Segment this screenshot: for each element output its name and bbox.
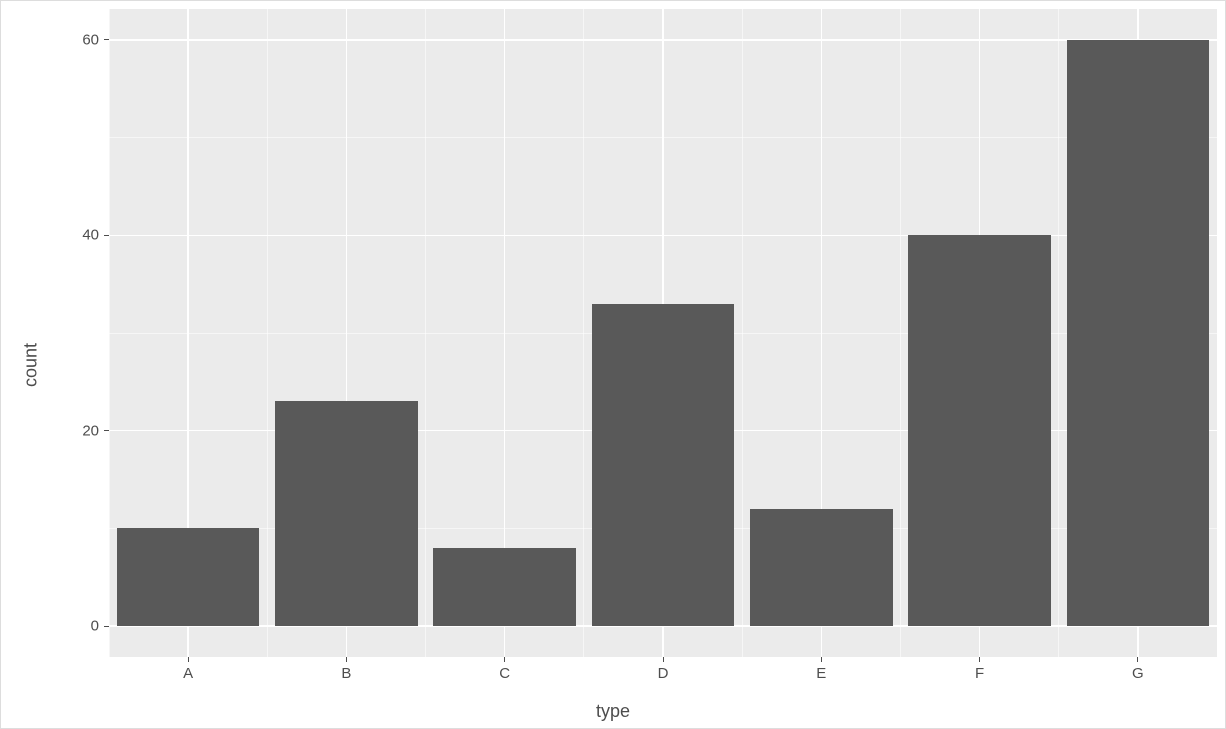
bar bbox=[433, 548, 575, 626]
bar-chart: count 0204060ABCDEFG type bbox=[0, 0, 1226, 729]
y-tick-label: 60 bbox=[82, 31, 109, 48]
x-tick-label: F bbox=[975, 657, 984, 682]
bar bbox=[750, 509, 892, 626]
y-gridline-major bbox=[109, 39, 1217, 41]
x-tick-label: C bbox=[499, 657, 510, 682]
plot-panel: 0204060ABCDEFG bbox=[109, 9, 1217, 657]
x-tick-label: A bbox=[183, 657, 193, 682]
y-gridline-minor bbox=[109, 137, 1217, 138]
x-tick-label: G bbox=[1132, 657, 1144, 682]
x-tick-label: E bbox=[816, 657, 826, 682]
bar bbox=[592, 304, 734, 627]
y-axis-label: count bbox=[21, 342, 42, 386]
y-gridline-major bbox=[109, 235, 1217, 237]
y-tick-label: 40 bbox=[82, 227, 109, 244]
y-tick-label: 0 bbox=[91, 618, 109, 635]
y-tick-label: 20 bbox=[82, 422, 109, 439]
bar bbox=[1067, 40, 1209, 626]
x-axis-label: type bbox=[1, 701, 1225, 722]
x-tick-label: B bbox=[341, 657, 351, 682]
bar bbox=[908, 235, 1050, 626]
bar bbox=[275, 401, 417, 626]
x-tick-label: D bbox=[658, 657, 669, 682]
bar bbox=[117, 528, 259, 626]
